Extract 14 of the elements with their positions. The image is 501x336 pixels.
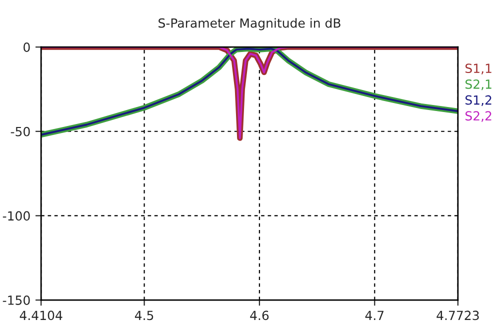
series-label: S1,2 — [465, 95, 492, 106]
x-tick-label: 4.5 — [134, 310, 154, 320]
x-tick-label: 4.7 — [365, 310, 384, 320]
x-tick-label: 4.6 — [250, 310, 269, 320]
text: S2,2 — [465, 111, 492, 122]
y-tick-label: -100 — [2, 211, 30, 221]
series-label: S2,1 — [465, 79, 492, 90]
y-tick-label: -50 — [10, 126, 30, 136]
y-tick-label: -150 — [2, 296, 30, 305]
x-tick-label: 4.4104 — [20, 310, 62, 320]
chart-title: S-Parameter Magnitude in dB — [158, 18, 340, 30]
series-label: S1,1 — [465, 64, 492, 74]
x-tick-label: 4.7723 — [436, 310, 479, 320]
y-tick-label: 0 — [24, 42, 30, 52]
